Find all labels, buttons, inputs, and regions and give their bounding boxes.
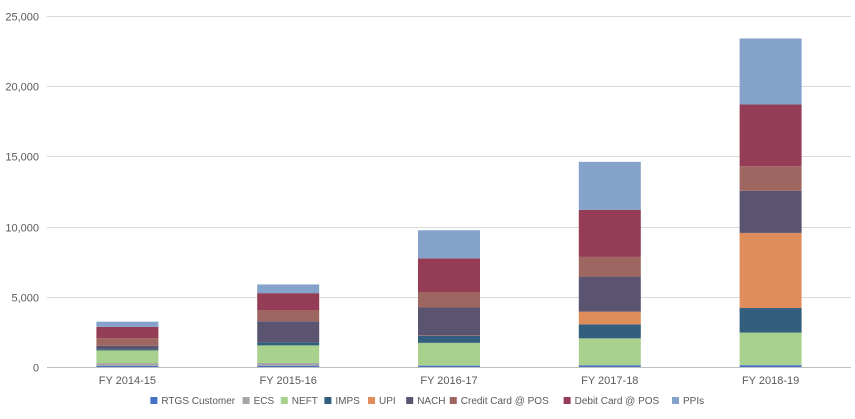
bar-segment [96,346,158,350]
legend-label: PPIs [683,396,704,407]
bar-segment [740,191,802,233]
bar-segment [740,233,802,308]
bar-segment [96,322,158,327]
bar-segment [257,366,319,367]
bar-segment [579,277,641,312]
bar-segment [418,292,480,307]
legend-swatch [150,397,157,404]
bar-segment [579,338,641,365]
bars [96,38,801,367]
legend-swatch [281,397,288,404]
bar-segment [579,162,641,210]
legend: RTGS Customer ECS NEFT IMPS UPI NACH Credit Ca… [150,396,704,407]
bar-segment [579,257,641,277]
legend-label: NACH [417,396,445,407]
bar-segment [96,366,158,367]
x-tick-label: FY 2017-18 [581,375,638,387]
legend-label: UPI [379,396,396,407]
bar-segment [418,366,480,367]
x-tick-label: FY 2014-15 [99,375,156,387]
legend-swatch [450,397,457,404]
legend-item: RTGS Customer [150,396,235,407]
legend-item: Debit Card @ POS [564,396,660,407]
bar-segment [579,210,641,257]
legend-label: ECS [254,396,275,407]
y-tick-label: 10,000 [5,223,39,235]
x-tick-label: FY 2015-16 [260,375,317,387]
bar-segment [257,321,319,342]
bar-segment [579,312,641,325]
bar-segment [740,333,802,365]
x-tick-label: FY 2016-17 [420,375,477,387]
legend-item: Credit Card @ POS [450,396,549,407]
bar-segment [257,345,319,363]
y-tick-label: 20,000 [5,82,39,94]
bar-segment [740,365,802,367]
bar-segment [418,258,480,292]
y-tick-label: 15,000 [5,152,39,164]
legend-item: NACH [406,396,445,407]
legend-label: IMPS [335,396,360,407]
bar-segment [740,308,802,333]
legend-label: Debit Card @ POS [575,396,660,407]
legend-swatch [406,397,413,404]
legend-swatch [368,397,375,404]
y-tick-label: 0 [33,363,39,375]
x-tick-label: FY 2018-19 [742,375,799,387]
bar-segment [96,350,158,363]
bar-segment [257,284,319,293]
legend-label: RTGS Customer [161,396,235,407]
legend-item: UPI [368,396,396,407]
bar-segment [257,293,319,310]
legend-item: NEFT [281,396,318,407]
bar-segment [418,230,480,258]
bar-segment [96,363,158,366]
legend-swatch [243,397,250,404]
legend-item: IMPS [324,396,360,407]
bar-segment [96,338,158,346]
legend-label: Credit Card @ POS [461,396,549,407]
legend-swatch [564,397,571,404]
legend-item: ECS [243,396,275,407]
bar-segment [257,310,319,321]
legend-swatch [672,397,679,404]
bar-segment [740,104,802,166]
bar-segment [579,324,641,338]
legend-label: NEFT [292,396,318,407]
bar-segment [257,363,319,366]
bar-segment [257,342,319,345]
y-tick-label: 5,000 [11,293,39,305]
bar-segment [579,365,641,367]
bar-segment [418,336,480,343]
legend-item: PPIs [672,396,704,407]
bar-segment [418,307,480,335]
bar-segment [96,327,158,338]
bar-segment [740,166,802,191]
bar-segment [96,349,158,350]
y-tick-label: 25,000 [5,12,39,24]
legend-swatch [324,397,331,404]
bar-segment [740,38,802,104]
bar-segment [418,343,480,365]
